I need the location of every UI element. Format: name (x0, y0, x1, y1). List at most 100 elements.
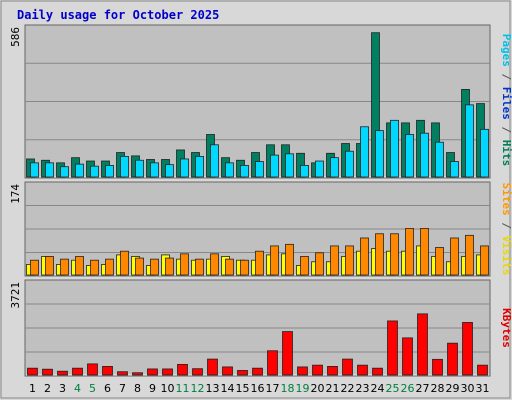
bar-pages-day-13 (210, 144, 219, 178)
bar-sites-day-11 (180, 253, 189, 276)
x-tick-label: 14 (221, 382, 235, 395)
bar-pages-day-21 (330, 157, 339, 178)
bar-pages-day-23 (360, 126, 369, 178)
bar-kbytes-day-20 (312, 364, 323, 376)
bar-sites-day-22 (345, 245, 354, 276)
bar-sites-day-9 (150, 258, 159, 276)
panel-top: 586 Pages / Files / Hits (9, 24, 512, 179)
x-tick-label: 7 (119, 382, 126, 395)
bar-sites-day-30 (465, 234, 474, 276)
bar-pages-day-14 (225, 162, 234, 178)
bar-pages-day-18 (285, 153, 294, 178)
bar-pages-day-10 (165, 164, 174, 178)
bar-pages-day-30 (465, 104, 474, 178)
x-tick-label: 3 (59, 382, 66, 395)
bar-pages-day-12 (195, 155, 204, 178)
chart-panels: 586 Pages / Files / Hits 174 Sites / Visits… (9, 24, 512, 377)
x-tick-label: 25 (386, 382, 400, 395)
bar-kbytes-day-4 (72, 367, 83, 376)
x-tick-label: 4 (74, 382, 81, 395)
bar-kbytes-day-10 (162, 368, 173, 376)
series-axis-label: Sites / Visits (500, 183, 512, 276)
bar-kbytes-day-22 (342, 358, 353, 376)
series-axis-label-part: Hits (500, 140, 512, 167)
bar-sites-day-18 (285, 243, 294, 276)
bar-pages-day-22 (345, 150, 354, 178)
bar-kbytes-day-8 (132, 372, 143, 376)
bar-kbytes-day-5 (87, 363, 98, 376)
bar-kbytes-day-31 (477, 364, 488, 376)
x-tick-label: 27 (416, 382, 430, 395)
bar-pages-day-3 (60, 166, 69, 178)
bar-sites-day-5 (90, 259, 99, 276)
bar-pages-day-17 (270, 154, 279, 178)
bar-pages-day-16 (255, 161, 264, 178)
bar-sites-day-13 (210, 253, 219, 276)
bar-pages-day-24 (375, 130, 384, 178)
x-tick-label: 11 (176, 382, 190, 395)
bar-kbytes-day-9 (147, 368, 158, 376)
bar-sites-day-12 (195, 258, 204, 276)
bar-kbytes-day-29 (447, 342, 458, 376)
x-tick-label: 22 (341, 382, 355, 395)
bar-pages-day-19 (300, 165, 309, 178)
bar-kbytes-day-3 (57, 370, 68, 376)
bar-kbytes-day-25 (387, 320, 398, 376)
bar-pages-day-31 (480, 128, 489, 178)
y-max-label: 174 (9, 184, 22, 204)
series-axis-label-part: KBytes (500, 308, 512, 348)
bar-sites-day-3 (60, 258, 69, 276)
bar-kbytes-day-23 (357, 364, 368, 376)
bar-sites-day-15 (240, 259, 249, 276)
bar-kbytes-day-7 (117, 371, 128, 376)
bar-sites-day-7 (120, 250, 129, 276)
bar-sites-day-2 (45, 256, 54, 276)
x-axis-labels: 1 2 3 4 5 6 7 8 9 10 11 12 13 14 15 16 17 18 19 20 21 22 23 24 2… (29, 382, 490, 395)
bar-sites-day-16 (255, 250, 264, 276)
bar-kbytes-day-24 (372, 367, 383, 376)
x-tick-label: 21 (326, 382, 340, 395)
bar-sites-day-4 (75, 256, 84, 276)
x-tick-label: 19 (296, 382, 310, 395)
bar-sites-day-21 (330, 245, 339, 276)
x-tick-label: 24 (371, 382, 385, 395)
x-tick-label: 15 (236, 382, 250, 395)
bar-sites-day-23 (360, 237, 369, 276)
bar-pages-day-7 (120, 155, 129, 178)
panel-middle: 174 Sites / Visits (9, 181, 512, 277)
x-tick-label: 29 (446, 382, 460, 395)
bar-kbytes-day-13 (207, 358, 218, 376)
bar-kbytes-day-28 (432, 358, 443, 376)
series-axis-label-part: / (500, 216, 512, 236)
bar-sites-day-1 (30, 259, 39, 276)
bar-sites-day-8 (135, 257, 144, 276)
bar-pages-day-8 (135, 159, 144, 178)
bar-pages-day-28 (435, 141, 444, 178)
series-axis-label-part: Pages (500, 34, 512, 67)
bar-kbytes-day-14 (222, 366, 233, 376)
bar-kbytes-day-26 (402, 337, 413, 376)
bar-kbytes-day-18 (282, 331, 293, 376)
bar-kbytes-day-19 (297, 366, 308, 376)
bar-sites-day-28 (435, 247, 444, 276)
x-tick-label: 26 (401, 382, 415, 395)
x-tick-label: 16 (251, 382, 265, 395)
bar-sites-day-25 (390, 233, 399, 276)
bar-sites-day-26 (405, 228, 414, 276)
bar-pages-day-9 (150, 162, 159, 178)
x-tick-label: 30 (461, 382, 475, 395)
x-tick-label: 2 (44, 382, 51, 395)
series-axis-label: KBytes (500, 308, 512, 348)
bar-sites-day-19 (300, 256, 309, 276)
x-tick-label: 18 (281, 382, 295, 395)
x-tick-label: 23 (356, 382, 370, 395)
bar-sites-day-10 (165, 257, 174, 276)
x-tick-label: 5 (89, 382, 96, 395)
series-axis-label: Pages / Files / Hits (500, 34, 512, 167)
bar-kbytes-day-11 (177, 363, 188, 376)
bar-sites-day-14 (225, 258, 234, 276)
bar-sites-day-17 (270, 245, 279, 276)
y-max-label: 3721 (9, 282, 22, 309)
y-max-label: 586 (9, 27, 22, 47)
